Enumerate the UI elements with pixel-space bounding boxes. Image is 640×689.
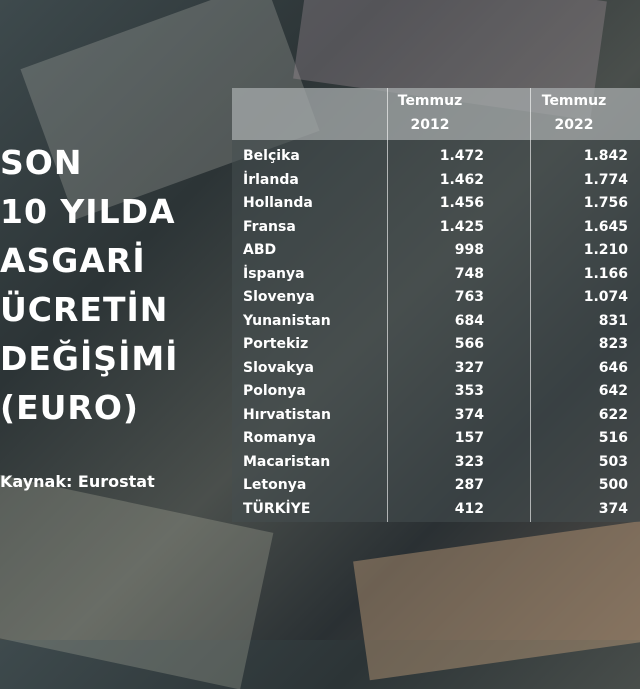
value-2012: 1.425 <box>439 218 484 235</box>
table-row: Portekiz 566 823 <box>232 333 640 357</box>
table-row: TÜRKİYE 412 374 <box>232 498 640 522</box>
title-line: 10 YILDA <box>0 192 176 231</box>
table-row: Letonya 287 500 <box>232 474 640 498</box>
value-2022: 516 <box>598 430 628 446</box>
country: TÜRKİYE <box>243 500 311 517</box>
table-row: Macaristan 323 503 <box>232 451 640 475</box>
country: Romanya <box>243 430 316 446</box>
column-header: 2022 <box>554 117 594 133</box>
title-line: (EURO) <box>0 388 139 427</box>
title-line: SON <box>0 143 83 182</box>
value-2022: 642 <box>598 383 628 399</box>
column-header: Temmuz <box>397 93 463 109</box>
table-row: Slovakya 327 646 <box>232 357 640 381</box>
value-2012: 1.456 <box>439 195 484 211</box>
value-2022: 1.210 <box>583 242 628 258</box>
value-2012: 684 <box>454 312 484 329</box>
table-panel <box>232 88 640 522</box>
value-2022: 1.842 <box>583 148 628 164</box>
value-2022: 831 <box>598 312 628 329</box>
value-2012: 1.462 <box>439 171 484 188</box>
table-row: Slovenya 763 1.074 <box>232 286 640 310</box>
value-2012: 763 <box>454 289 484 305</box>
value-2022: 622 <box>598 406 628 423</box>
value-2012: 412 <box>454 500 484 517</box>
table-row: ABD 998 1.210 <box>232 239 640 263</box>
source: Kaynak: Eurostat <box>0 472 155 491</box>
banknote <box>353 519 640 681</box>
table-row: Yunanistan 684 831 <box>232 310 640 334</box>
country: Yunanistan <box>243 312 331 329</box>
country: Macaristan <box>243 453 331 470</box>
value-2022: 1.774 <box>583 171 628 188</box>
table-row: Romanya 157 516 <box>232 427 640 451</box>
country: İspanya <box>243 265 305 282</box>
table-row: Fransa 1.425 1.645 <box>232 216 640 240</box>
value-2022: 823 <box>598 336 628 352</box>
country: Letonya <box>243 477 307 493</box>
country: Slovenya <box>243 289 315 305</box>
title-line: ÜCRETİN <box>0 290 169 329</box>
table-row: Belçika 1.472 1.842 <box>232 145 640 169</box>
value-2012: 998 <box>454 242 484 258</box>
value-2012: 287 <box>454 477 484 493</box>
title-line: ASGARİ <box>0 241 146 280</box>
country: Hollanda <box>243 195 313 211</box>
value-2012: 327 <box>454 359 484 376</box>
country: Hırvatistan <box>243 406 331 423</box>
table-row: İspanya 748 1.166 <box>232 263 640 287</box>
value-2022: 646 <box>598 359 628 376</box>
table-row: İrlanda 1.462 1.774 <box>232 169 640 193</box>
title: SON 10 YILDA ASGARİ ÜCRETİN DEĞİŞİMİ (EURO) <box>0 138 178 432</box>
table-row: Hollanda 1.456 1.756 <box>232 192 640 216</box>
country: İrlanda <box>243 171 299 188</box>
table-header <box>232 88 640 140</box>
value-2012: 157 <box>454 430 484 446</box>
value-2012: 374 <box>454 406 484 423</box>
country: Belçika <box>243 148 300 164</box>
value-2012: 323 <box>454 453 484 470</box>
column-divider <box>387 88 388 522</box>
value-2012: 1.472 <box>439 148 484 164</box>
value-2012: 566 <box>454 336 484 352</box>
value-2022: 1.074 <box>583 289 628 305</box>
value-2022: 503 <box>598 453 628 470</box>
value-2022: 1.166 <box>583 265 628 282</box>
country: Fransa <box>243 218 296 235</box>
table-row: Polonya 353 642 <box>232 380 640 404</box>
country: Portekiz <box>243 336 309 352</box>
value-2012: 748 <box>454 265 484 282</box>
country: ABD <box>243 242 277 258</box>
value-2022: 500 <box>598 477 628 493</box>
value-2022: 1.756 <box>583 195 628 211</box>
country: Polonya <box>243 383 306 399</box>
table-row: Hırvatistan 374 622 <box>232 404 640 428</box>
column-header: 2012 <box>410 117 450 133</box>
column-divider <box>530 88 531 522</box>
title-line: DEĞİŞİMİ <box>0 339 179 378</box>
value-2022: 374 <box>598 500 628 517</box>
value-2022: 1.645 <box>583 218 628 235</box>
value-2012: 353 <box>454 383 484 399</box>
country: Slovakya <box>243 359 314 376</box>
column-header: Temmuz <box>541 93 607 109</box>
